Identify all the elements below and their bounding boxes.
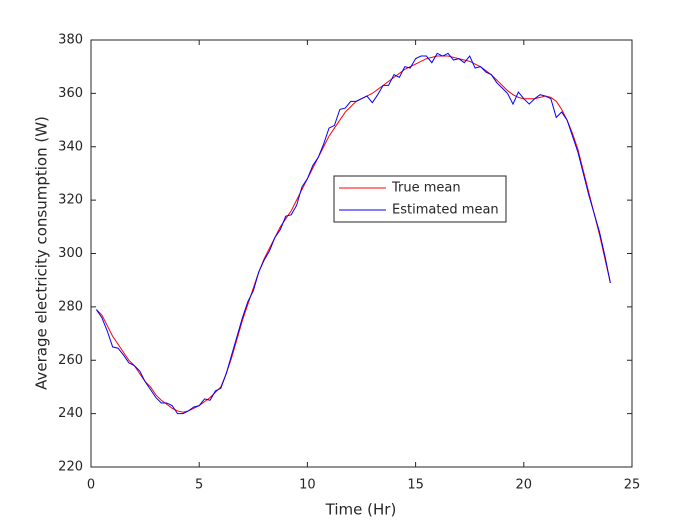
y-tick-label: 300: [58, 246, 83, 261]
x-tick-label: 15: [407, 478, 424, 493]
legend-label: Estimated mean: [392, 203, 499, 218]
x-tick-label: 5: [195, 478, 203, 493]
y-tick-label: 280: [58, 299, 83, 314]
y-tick-label: 340: [58, 139, 83, 154]
data-line: [95, 52, 611, 415]
x-tick-label: 25: [624, 478, 641, 493]
y-tick-label: 260: [58, 353, 83, 368]
y-axis-label: Average electricity consumption (W): [33, 116, 51, 390]
x-tick-label: 10: [299, 478, 316, 493]
x-tick-label: 20: [516, 478, 533, 493]
y-tick-label: 380: [58, 33, 83, 48]
x-axis-label: Time (Hr): [325, 501, 397, 519]
y-tick-label: 240: [58, 406, 83, 421]
y-tick-label: 360: [58, 86, 83, 101]
x-tick-label: 0: [87, 478, 95, 493]
legend-box: [333, 175, 507, 223]
plot-box: [90, 39, 633, 468]
y-tick-label: 220: [58, 460, 83, 475]
y-tick-label: 320: [58, 193, 83, 208]
legend-label: True mean: [391, 181, 461, 196]
data-line: [96, 55, 611, 413]
